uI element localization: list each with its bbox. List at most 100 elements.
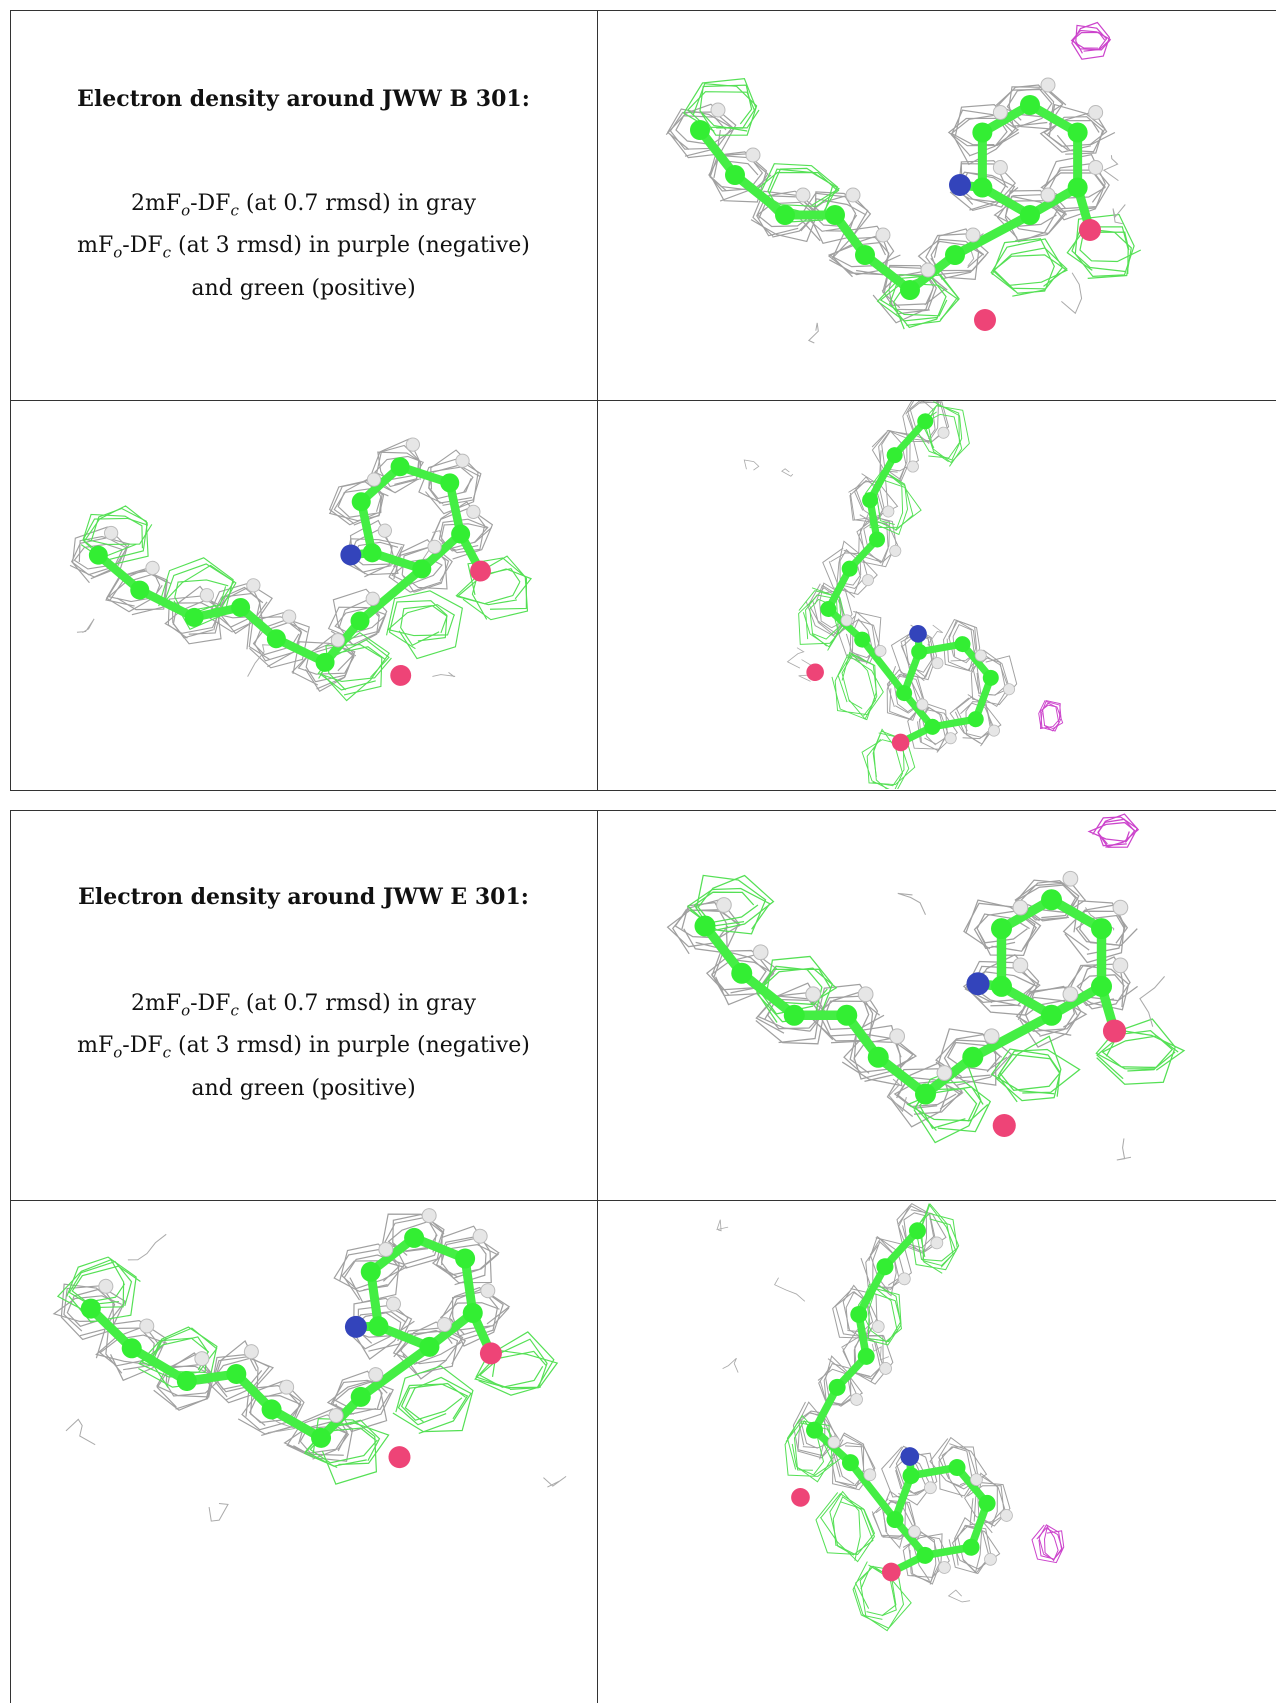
hydrogen [427, 539, 442, 554]
mesh [404, 1376, 472, 1434]
mesh [807, 322, 819, 344]
atom [404, 1227, 425, 1248]
atom [867, 1046, 889, 1068]
mesh [343, 1254, 406, 1301]
atom [350, 611, 370, 631]
atom [775, 205, 795, 225]
mesh [438, 1286, 504, 1347]
mesh [353, 1297, 409, 1360]
mesh [993, 84, 1055, 130]
mesh [926, 413, 963, 467]
mesh [810, 191, 869, 244]
mesh [1092, 816, 1139, 848]
atom [972, 177, 993, 198]
hydrogen [366, 472, 382, 487]
hydrogen [875, 227, 891, 243]
atom [266, 629, 286, 649]
mesh [66, 1256, 137, 1323]
hydrogen [1012, 957, 1029, 974]
atom [311, 1427, 332, 1448]
mesh [947, 1589, 971, 1603]
nitrogen [949, 174, 971, 196]
mesh [1031, 1524, 1065, 1564]
atom [368, 1316, 389, 1337]
hydrogen [920, 262, 936, 278]
mesh [815, 1492, 876, 1555]
mesh [247, 644, 274, 677]
molecule-image [665, 21, 1142, 344]
hydrogen [936, 1065, 953, 1081]
cell-divider [597, 810, 598, 1703]
mesh [1039, 110, 1108, 153]
mesh [871, 1343, 890, 1361]
mesh [1097, 813, 1140, 848]
mesh [872, 1498, 916, 1537]
mesh [267, 1418, 296, 1434]
subscript: o [113, 1043, 123, 1062]
oxygen [891, 733, 910, 752]
legend-line: 2mFo-DFc (at 0.7 rmsd) in gray [10, 186, 597, 228]
hydrogen [924, 1481, 937, 1495]
atom [412, 559, 432, 579]
mesh [366, 444, 420, 494]
mesh [907, 401, 939, 442]
atom [315, 652, 335, 672]
mesh [964, 1479, 1011, 1527]
hydrogen [1112, 899, 1129, 916]
text-segment: (at 0.7 rmsd) in gray [238, 991, 477, 1016]
atom [916, 1546, 934, 1564]
atom [1067, 122, 1088, 143]
mesh [377, 451, 422, 488]
mesh [1116, 1138, 1132, 1161]
oxygen [390, 664, 412, 686]
subscript: o [113, 243, 123, 262]
atom [783, 1004, 805, 1026]
mesh [997, 1048, 1081, 1103]
text-segment: -DF [122, 1033, 163, 1059]
atom [886, 447, 903, 464]
text-segment: mF [77, 1033, 114, 1059]
atom [1091, 975, 1113, 997]
mesh [924, 405, 970, 464]
mesh [902, 1534, 950, 1578]
molecule-image [716, 1202, 1065, 1632]
legend-line: mFo-DFc (at 3 rmsd) in purple (negative) [10, 1028, 597, 1070]
mesh [1016, 879, 1080, 922]
mesh [842, 1284, 871, 1343]
hydrogen [861, 574, 874, 587]
legend-line: and green (positive) [10, 271, 597, 307]
mesh [900, 633, 933, 673]
mesh [346, 1312, 402, 1350]
mesh [462, 557, 529, 621]
atom [900, 280, 920, 300]
mesh [834, 654, 884, 716]
mesh [872, 264, 935, 324]
mesh [859, 515, 891, 563]
mesh [1048, 103, 1106, 153]
subscript: c [230, 1001, 239, 1020]
oxygen [881, 1562, 901, 1582]
mesh [897, 892, 926, 915]
atom [184, 607, 204, 627]
hydrogen [983, 1028, 1000, 1045]
nitrogen [340, 544, 362, 566]
mesh [474, 1338, 548, 1390]
mesh [1040, 154, 1106, 221]
text-segment: and green (positive) [191, 275, 416, 301]
subscript: o [181, 201, 191, 220]
hydrogen [974, 649, 987, 662]
hydrogen [1112, 957, 1129, 974]
mesh [907, 701, 958, 750]
atom [978, 1494, 996, 1512]
atom [731, 962, 753, 984]
hydrogen [330, 633, 345, 648]
atom [886, 1511, 904, 1529]
mesh [812, 983, 879, 1042]
text-segment: (at 3 rmsd) in purple (negative) [171, 233, 530, 259]
mesh [861, 739, 910, 789]
hydrogen [1088, 160, 1104, 175]
mesh [1017, 985, 1082, 1048]
bond [855, 1262, 889, 1319]
mesh [786, 647, 805, 669]
